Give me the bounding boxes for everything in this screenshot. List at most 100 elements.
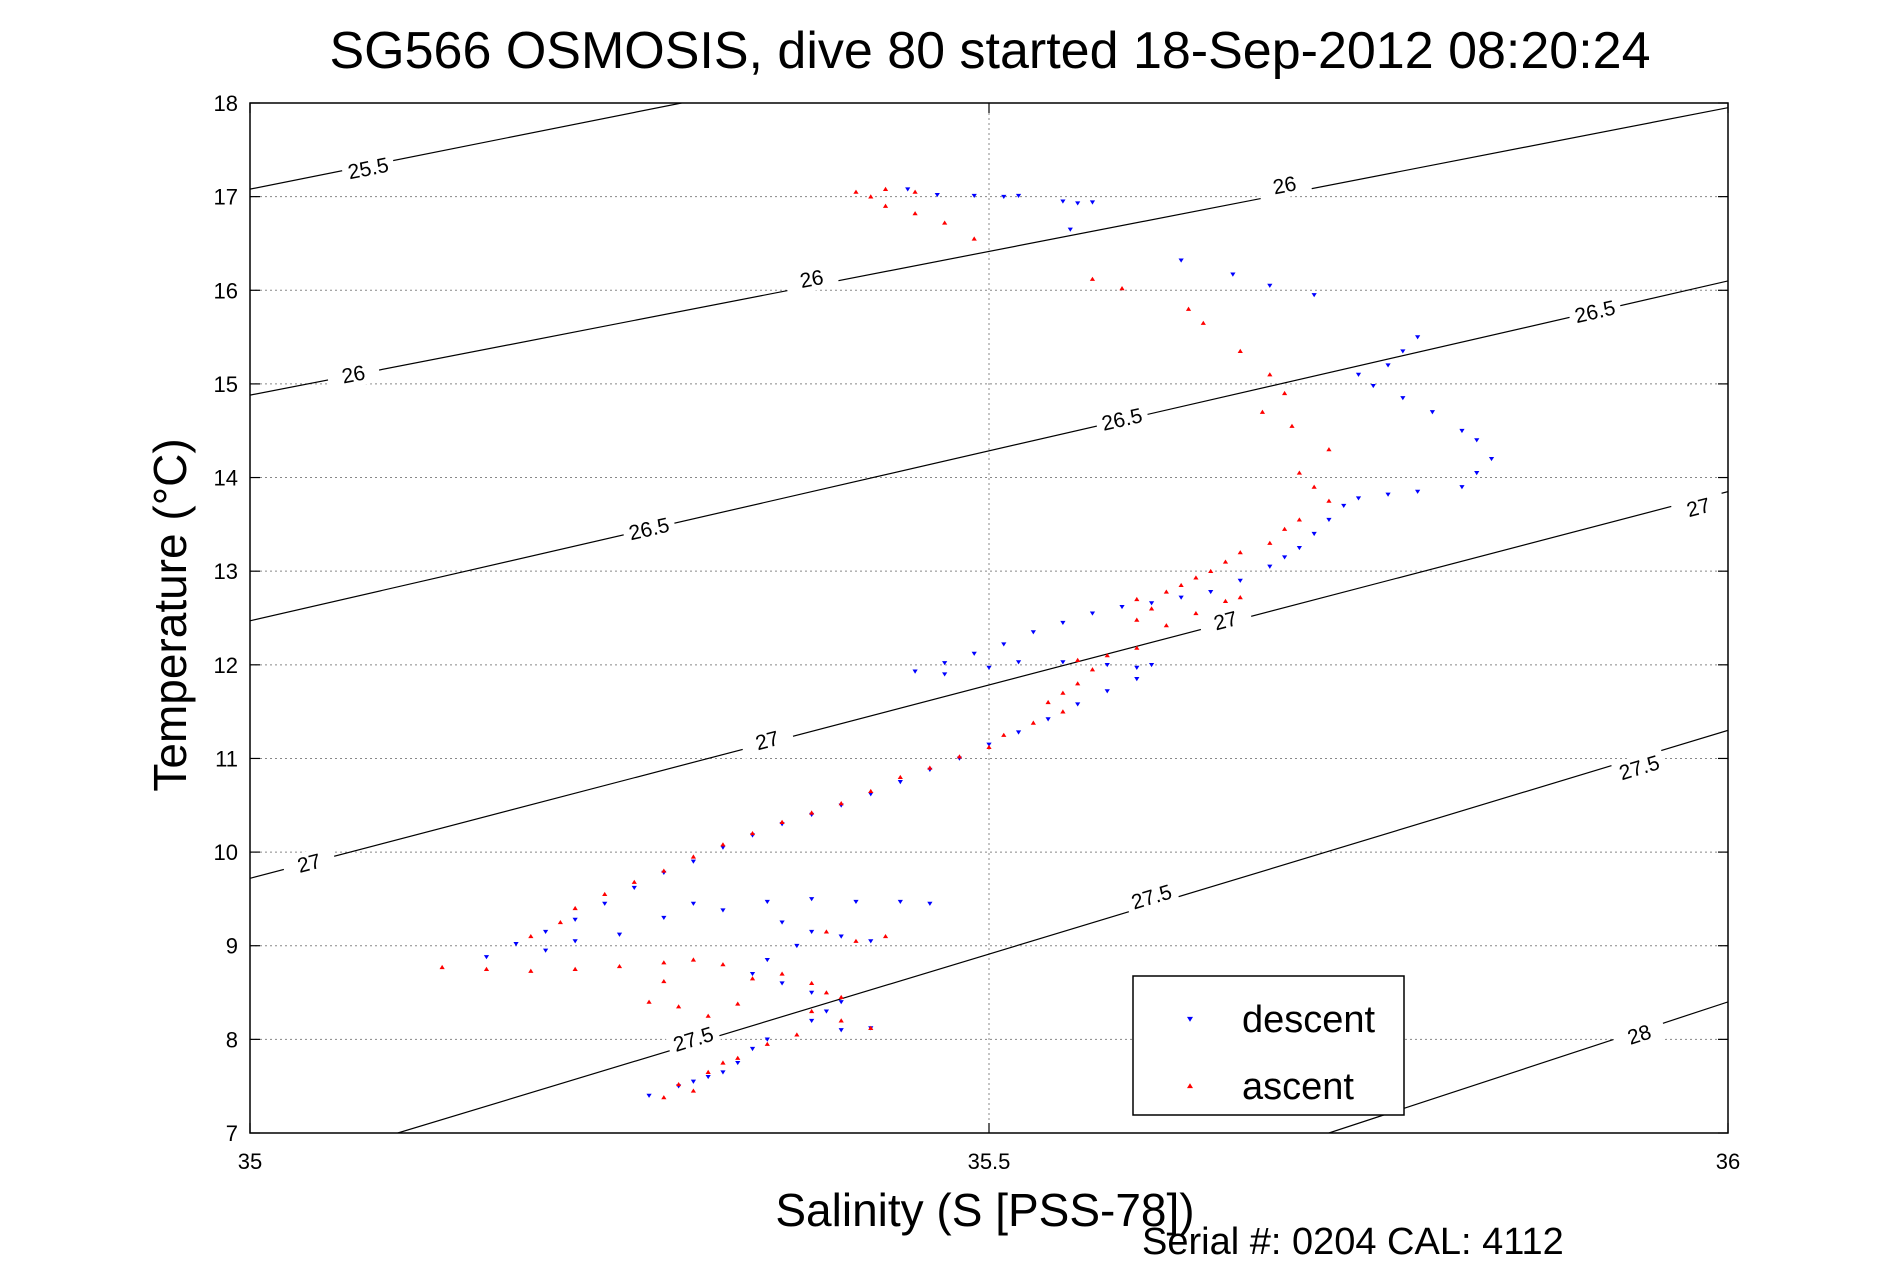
descent-point — [1060, 620, 1066, 626]
descent-point — [838, 1000, 844, 1005]
ascent-point — [823, 929, 830, 934]
contour-label: 25.5 — [346, 154, 391, 185]
ascent-point — [1237, 595, 1243, 600]
contour-label-bg — [1610, 1015, 1668, 1055]
descent-point — [897, 899, 903, 905]
contour-label-bg — [280, 845, 338, 882]
ascent-point — [853, 189, 859, 194]
legend-marker-descent — [1187, 1016, 1193, 1022]
ascent-point — [1282, 526, 1288, 531]
descent-point — [838, 934, 844, 939]
descent-point — [927, 901, 933, 906]
ascent-point — [942, 220, 948, 225]
ascent-point — [528, 968, 534, 973]
contour-label: 26.5 — [1100, 404, 1145, 436]
ascent-point — [1326, 447, 1332, 452]
descent-point — [1178, 595, 1184, 600]
descent-point — [779, 920, 785, 925]
descent-point — [1400, 396, 1406, 401]
descent-point — [749, 971, 756, 977]
descent-point — [971, 193, 977, 199]
ascent-point — [1001, 732, 1007, 737]
ascent-point — [1296, 470, 1302, 475]
ascent-point — [1075, 657, 1081, 662]
descent-point — [809, 1018, 815, 1023]
descent-point — [764, 1037, 770, 1042]
contour-label-bg — [665, 1020, 722, 1059]
x-tick-label: 35 — [238, 1149, 262, 1174]
contour-label-bg — [739, 722, 796, 759]
descent-point — [690, 859, 696, 864]
descent-point — [1067, 227, 1073, 232]
descent-point — [1385, 492, 1391, 497]
contour-label-bg — [1197, 602, 1254, 639]
y-tick-label: 16 — [214, 278, 238, 303]
contour-label-bg — [325, 357, 382, 392]
descent-point — [1326, 517, 1332, 523]
descent-point — [838, 1028, 844, 1033]
y-tick-label: 14 — [214, 466, 238, 491]
y-tick-label: 17 — [214, 185, 238, 210]
ascent-point — [868, 788, 874, 794]
legend-marker-shape — [1187, 1083, 1193, 1089]
descent-point — [646, 1093, 652, 1098]
descent-point — [720, 845, 726, 850]
descent-point — [1267, 564, 1273, 569]
descent-point — [543, 929, 549, 935]
descent-point — [1415, 489, 1421, 494]
descent-point — [1282, 555, 1288, 560]
contour-label-bg — [1610, 748, 1668, 787]
descent-point — [1104, 662, 1110, 668]
ascent-point — [690, 854, 696, 859]
ascent-point — [927, 765, 933, 770]
ascent-point — [882, 203, 889, 208]
x-tick-label: 35.5 — [968, 1149, 1011, 1174]
ascent-point — [1178, 582, 1184, 588]
descent-point — [1060, 660, 1066, 665]
descent-point — [720, 908, 726, 913]
ascent-point — [1030, 720, 1036, 725]
descent-point — [779, 981, 785, 986]
ascent-point — [1282, 390, 1288, 396]
descent-point — [986, 665, 992, 670]
descent-point — [1015, 193, 1022, 199]
ascent-point — [1237, 550, 1243, 555]
ascent-point — [1259, 409, 1266, 414]
ascent-point — [720, 962, 726, 967]
ascent-point — [1163, 589, 1169, 594]
ascent-point — [602, 891, 608, 897]
descent-point — [705, 1074, 711, 1080]
y-tick-label: 15 — [214, 372, 238, 397]
contour-label: 26.5 — [1573, 297, 1618, 329]
descent-point — [1355, 372, 1362, 377]
descent-point — [1474, 438, 1480, 443]
ascent-point — [661, 960, 667, 965]
ascent-point — [794, 1032, 800, 1037]
contour-line-27.5 — [397, 729, 1728, 1133]
ascent-point — [809, 810, 815, 815]
ascent-point — [631, 879, 637, 884]
ascent-point — [1045, 699, 1051, 705]
ascent-point — [882, 186, 889, 191]
ascent-point — [749, 831, 756, 836]
ascent-point — [1104, 653, 1110, 658]
legend-marker-shape — [1187, 1016, 1193, 1022]
ascent-point — [483, 966, 490, 971]
descent-point — [572, 917, 578, 922]
descent-point — [1459, 485, 1465, 490]
y-tick-label: 11 — [215, 746, 238, 771]
descent-point — [1001, 194, 1007, 199]
descent-point — [1148, 601, 1155, 606]
descent-point — [823, 1009, 830, 1014]
ascent-point — [882, 934, 889, 939]
contour-label: 27 — [295, 850, 323, 878]
contour-line-25.5 — [250, 103, 682, 190]
ascent-point — [1193, 575, 1199, 580]
legend-label-ascent: ascent — [1242, 1066, 1354, 1108]
serial-cal-footer: Serial #: 0204 CAL: 4112 — [1142, 1221, 1564, 1262]
ascent-point — [676, 1081, 682, 1087]
descent-point — [513, 942, 519, 947]
ascent-point — [735, 1055, 741, 1060]
ascent-point — [838, 994, 844, 1000]
